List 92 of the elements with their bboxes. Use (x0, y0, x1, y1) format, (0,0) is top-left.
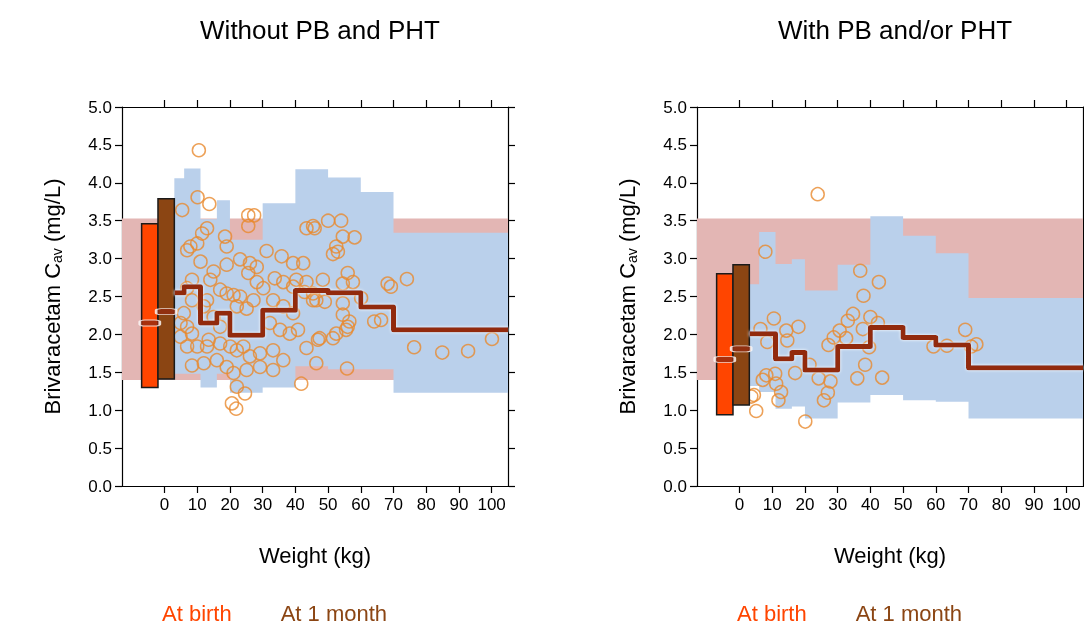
point (853, 263, 868, 278)
y-tick-label: 2.0 (663, 324, 687, 344)
point (771, 393, 786, 408)
point (857, 357, 873, 372)
point (779, 323, 794, 338)
point (856, 288, 871, 303)
x-tick-label: 50 (318, 495, 338, 514)
x-tick-label: 80 (416, 495, 436, 514)
point (845, 306, 861, 322)
point (767, 366, 783, 382)
x-tick-label: 10 (187, 495, 207, 514)
y-tick-label: 2.5 (88, 287, 112, 306)
point (768, 376, 784, 391)
point (861, 340, 877, 355)
text: At 1 month (855, 600, 963, 626)
point (798, 414, 813, 429)
point (758, 244, 773, 260)
x-tick-label: 0 (159, 495, 170, 514)
point (963, 339, 979, 354)
y-axis-title: Brivaracetam Cav (mg/L) (39, 178, 65, 415)
point (773, 384, 789, 400)
x-tick-label: 80 (991, 495, 1011, 514)
point (820, 385, 836, 401)
y-tick-label: 1.0 (663, 400, 687, 420)
point (926, 339, 941, 354)
point (969, 337, 984, 352)
point (821, 337, 836, 353)
point (958, 322, 973, 338)
x-tick-label: 40 (285, 495, 305, 514)
x-tick-label: 50 (893, 495, 913, 514)
chart-title: With PB and/or PHT (777, 15, 1013, 45)
point (816, 393, 832, 408)
y-tick-label: 0.5 (663, 438, 687, 458)
y-tick-label: 0.5 (88, 438, 112, 458)
text: At 1 month (280, 600, 388, 626)
y-tick-label: 3.0 (663, 249, 687, 269)
point (874, 370, 890, 385)
point (810, 186, 825, 202)
x-tick-label: 100 (1052, 495, 1081, 514)
y-tick-label: 4.0 (663, 173, 687, 193)
y-tick-label: 3.5 (88, 211, 112, 231)
point (826, 330, 841, 345)
y-tick-label: 5.0 (663, 97, 687, 117)
x-tick-label: 60 (926, 495, 946, 514)
point (832, 323, 847, 338)
x-tick-label: 90 (449, 495, 469, 514)
point (780, 333, 795, 348)
x-tick-label: 20 (795, 495, 815, 514)
point (838, 330, 854, 346)
point (840, 313, 856, 328)
text: At birth (162, 600, 232, 626)
y-tick-label: 4.0 (88, 173, 112, 193)
x-tick-label: 0 (734, 495, 745, 514)
x-tick-label: 10 (762, 495, 782, 514)
y-tick-label: 3.0 (88, 249, 112, 269)
y-tick-label: 1.5 (663, 362, 687, 382)
x-tick-label: 90 (1024, 495, 1044, 514)
x-tick-label: 70 (959, 495, 978, 514)
y-tick-label: 0.0 (663, 476, 687, 496)
y-tick-label: 1.5 (88, 362, 112, 382)
point (755, 372, 770, 388)
point (787, 365, 803, 381)
y-tick-label: 1.0 (88, 400, 112, 420)
point (871, 274, 887, 290)
x-tick-label: 100 (477, 495, 506, 514)
x-axis-title: Weight (kg) (833, 542, 947, 568)
x-tick-label: 30 (828, 495, 848, 514)
chart-title: Without PB and PHT (200, 15, 441, 45)
point (811, 371, 826, 386)
x-tick-label: 20 (220, 495, 240, 514)
x-axis-title: Weight (kg) (258, 542, 372, 568)
point (759, 368, 774, 383)
y-tick-label: 3.5 (663, 211, 687, 231)
y-tick-label: 5.0 (88, 97, 112, 117)
point (823, 374, 838, 389)
y-axis-title: Brivaracetam Cav (mg/L) (614, 178, 640, 415)
y-tick-label: 0.0 (88, 476, 112, 496)
x-tick-label: 60 (351, 495, 371, 514)
x-tick-label: 70 (384, 495, 403, 514)
point (760, 334, 775, 350)
y-tick-label: 4.5 (663, 135, 687, 155)
y-tick-label: 2.5 (663, 287, 687, 306)
x-tick-label: 40 (860, 495, 880, 514)
point (766, 311, 782, 326)
point (748, 403, 764, 419)
x-tick-label: 30 (253, 495, 273, 514)
point (850, 371, 865, 386)
y-tick-label: 4.5 (88, 135, 112, 155)
point (791, 319, 806, 335)
y-tick-label: 2.0 (88, 324, 112, 344)
text: At birth (737, 600, 807, 626)
point (863, 309, 878, 325)
